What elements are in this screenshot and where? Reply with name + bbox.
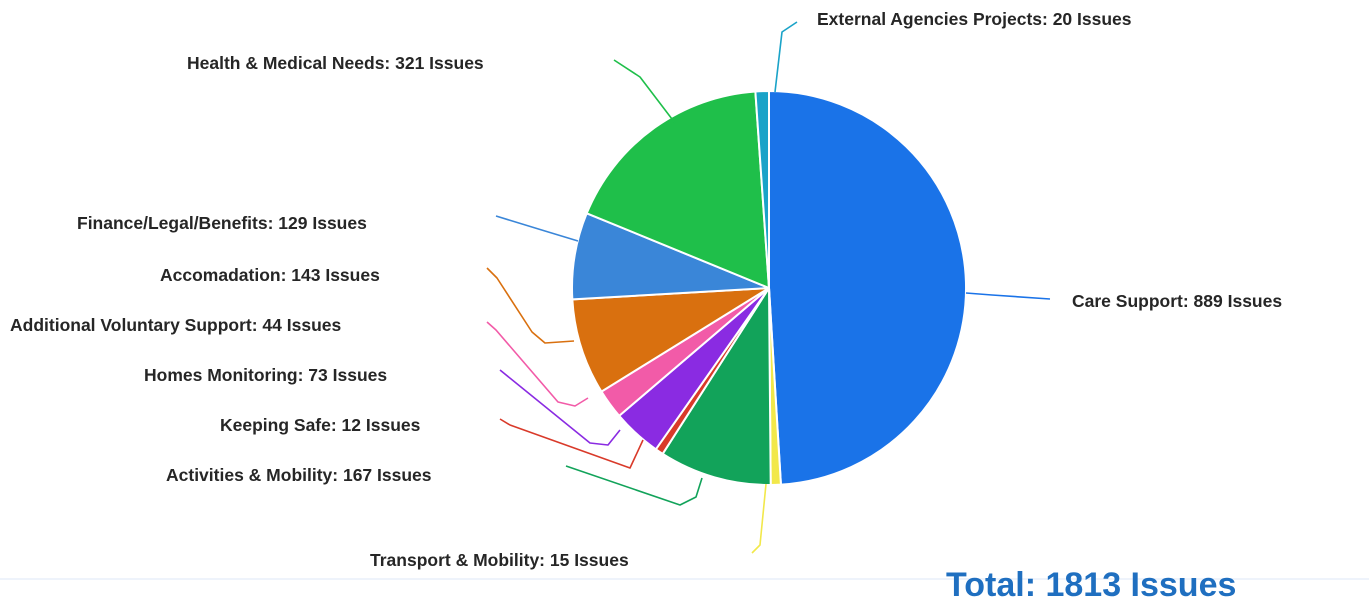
slice-label: Additional Voluntary Support: 44 Issues	[10, 315, 342, 335]
leader-line	[486, 321, 589, 407]
leader-line	[486, 267, 575, 344]
slice-label: Accomadation: 143 Issues	[160, 265, 380, 285]
total-issues-label: Total: 1813 Issues	[946, 566, 1237, 604]
slice-label: Keeping Safe: 12 Issues	[220, 415, 421, 435]
leader-lines	[486, 21, 1051, 554]
pie-slices	[570, 89, 967, 486]
slice-label: Finance/Legal/Benefits: 129 Issues	[77, 213, 367, 233]
pie-slice	[661, 284, 772, 486]
slice-labels: Care Support: 889 Issues Transport & Mobi…	[10, 9, 1282, 570]
pie-slice	[585, 90, 771, 290]
divider	[0, 578, 1369, 580]
slice-label: Activities & Mobility: 167 Issues	[166, 465, 432, 485]
leader-line	[499, 418, 644, 469]
pie-slice	[754, 89, 770, 289]
slice-label: Transport & Mobility: 15 Issues	[370, 550, 629, 570]
pie-slice	[768, 89, 967, 486]
leader-line	[613, 59, 676, 124]
leader-line	[751, 483, 767, 554]
leader-line	[495, 215, 579, 242]
leader-line	[565, 465, 703, 506]
slice-label: External Agencies Projects: 20 Issues	[817, 9, 1132, 29]
slice-label: Homes Monitoring: 73 Issues	[144, 365, 387, 385]
slice-label: Health & Medical Needs: 321 Issues	[187, 53, 484, 73]
pie-slice	[571, 287, 770, 393]
leader-line	[774, 21, 798, 93]
leader-line	[965, 292, 1051, 300]
leader-line	[499, 369, 621, 446]
slice-label: Care Support: 889 Issues	[1072, 291, 1282, 311]
